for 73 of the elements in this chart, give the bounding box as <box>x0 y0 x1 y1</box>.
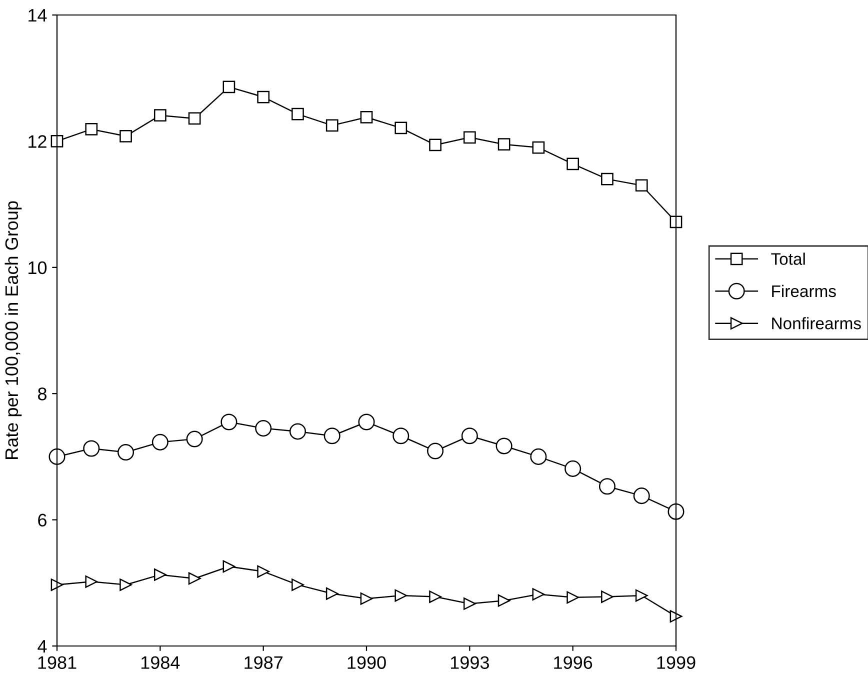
point <box>48 448 66 465</box>
point <box>154 109 166 122</box>
point <box>635 589 648 602</box>
point <box>601 172 614 186</box>
x-tick-label: 1984 <box>141 656 180 669</box>
point <box>83 440 100 457</box>
point <box>564 460 582 477</box>
legend-label: Total <box>771 252 805 265</box>
point <box>292 578 304 591</box>
y-tick-label: 14 <box>28 9 47 22</box>
point <box>461 428 478 444</box>
point <box>120 578 132 591</box>
point <box>532 141 545 154</box>
point <box>154 568 166 581</box>
x-tick-label: 1981 <box>38 656 76 669</box>
point <box>85 123 98 136</box>
y-tick-label: 8 <box>38 388 46 400</box>
y-tick-label: 12 <box>28 135 46 148</box>
x-tick-label: 1993 <box>450 656 489 669</box>
point <box>188 572 201 585</box>
point <box>394 122 408 134</box>
point <box>532 588 545 600</box>
point <box>50 135 64 148</box>
legend-label: Nonfirearms <box>772 317 861 330</box>
point <box>360 111 373 124</box>
point <box>670 610 682 623</box>
point <box>188 112 201 125</box>
point <box>289 423 306 440</box>
legend-label: Firearms <box>772 284 836 298</box>
point <box>326 119 338 132</box>
point <box>220 414 238 430</box>
point <box>463 131 476 144</box>
point <box>222 560 236 573</box>
point <box>394 589 408 602</box>
point <box>429 138 442 152</box>
point <box>358 414 375 430</box>
x-tick-label: 1987 <box>244 656 283 669</box>
point <box>566 158 580 170</box>
point <box>498 138 510 151</box>
point <box>427 442 444 460</box>
point <box>496 438 512 454</box>
point <box>360 592 373 605</box>
point <box>257 565 270 578</box>
point <box>463 598 476 610</box>
point <box>498 594 510 607</box>
y-axis-title: Rate per 100,000 in Each Group <box>4 201 22 459</box>
x-tick-label: 1990 <box>348 656 386 669</box>
point <box>326 587 338 600</box>
point <box>118 444 134 461</box>
point <box>566 591 580 604</box>
point <box>257 90 270 104</box>
point <box>255 420 272 437</box>
point <box>324 428 340 444</box>
y-tick-label: 4 <box>38 640 47 653</box>
point <box>186 430 203 448</box>
y-tick-label: 6 <box>38 514 46 527</box>
point <box>429 590 442 603</box>
point <box>152 434 168 450</box>
point <box>668 503 684 520</box>
point <box>392 428 410 444</box>
point <box>50 578 64 591</box>
point <box>633 488 650 504</box>
point <box>601 590 614 603</box>
point <box>120 130 132 142</box>
y-tick-label: 10 <box>28 261 47 274</box>
point <box>635 179 648 192</box>
point <box>222 80 236 94</box>
point <box>530 448 547 465</box>
point <box>85 575 98 588</box>
point <box>598 478 616 495</box>
x-tick-label: 1996 <box>554 656 592 669</box>
point <box>292 108 304 120</box>
x-tick-label: 1999 <box>657 656 696 669</box>
